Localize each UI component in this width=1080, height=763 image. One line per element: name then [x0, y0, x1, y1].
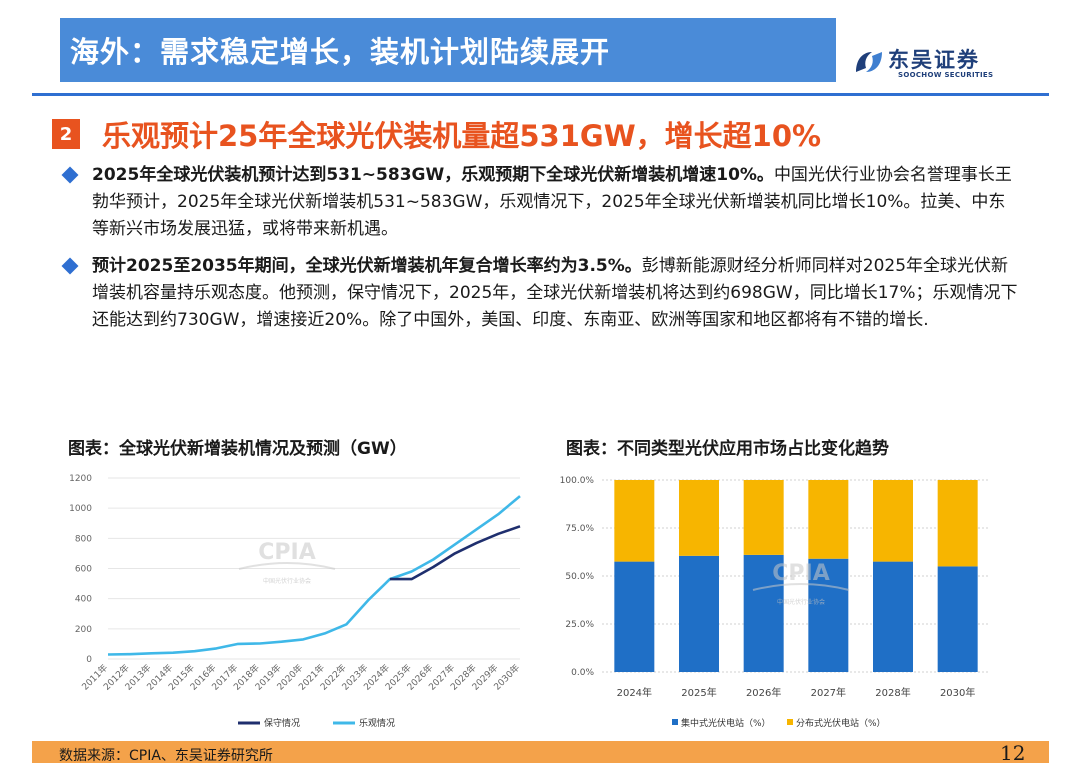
line-chart: 020040060080010001200CPIA中国光伏行业协会2011年20… [69, 474, 522, 729]
bar-segment [743, 480, 784, 555]
bullet-paragraph-2: 预计2025至2035年期间，全球光伏新增装机年复合增长率约为3.5%。彭博新能… [92, 253, 1022, 334]
watermark-swoosh-icon [752, 583, 850, 591]
bar-segment [614, 480, 655, 562]
page-title: 海外：需求稳定增长，装机计划陆续展开 [70, 35, 611, 69]
legend-label: 保守情况 [264, 717, 300, 729]
bar-segment [808, 480, 849, 559]
series-line [107, 495, 521, 656]
y-tick-label: 25.0% [565, 620, 594, 630]
x-tick-label: 2027年 [811, 686, 846, 699]
x-tick-label: 2030年 [940, 686, 975, 699]
title-bar: 海外：需求稳定增长，装机计划陆续展开 [60, 18, 836, 82]
company-logo: 东吴证券 SOOCHOW SECURITIES [852, 44, 1012, 84]
header-rule [32, 93, 1049, 96]
bar-segment [743, 554, 784, 672]
legend-swatch [787, 719, 793, 725]
y-tick-label: 100.0% [560, 476, 595, 486]
bar-segment [614, 561, 655, 672]
y-tick-label: 1200 [69, 474, 92, 484]
legend-swatch [672, 719, 678, 725]
legend-label: 分布式光伏电站（%） [796, 717, 886, 729]
y-tick-label: 50.0% [565, 572, 594, 582]
y-tick-label: 0.0% [571, 668, 594, 678]
y-tick-label: 400 [75, 595, 92, 605]
watermark-subtitle: 中国光伏行业协会 [777, 598, 825, 606]
bullet-paragraph-1: 2025年全球光伏装机预计达到531~583GW，乐观预期下全球光伏新增装机增速… [92, 162, 1022, 243]
section-number: 2 [52, 119, 80, 149]
watermark-logo: CPIA [772, 561, 829, 586]
bar-segment [679, 480, 719, 556]
x-tick-label: 2025年 [681, 686, 716, 699]
section-title: 乐观预计25年全球光伏装机量超531GW，增长超10% [102, 119, 822, 153]
y-tick-label: 800 [75, 534, 92, 544]
y-tick-label: 1000 [69, 504, 92, 514]
y-tick-label: 75.0% [565, 524, 594, 534]
bullet-1-text: 中国光伏行业协会名誉理事长王勃华预计，2025年全球光伏新增装机531~583G… [92, 165, 1012, 239]
series-line [389, 525, 521, 581]
x-tick-label: 2026年 [746, 686, 781, 699]
page-number: 12 [1000, 741, 1026, 763]
bullet-2-bold: 预计2025至2035年期间，全球光伏新增装机年复合增长率约为3.5%。 [92, 256, 642, 276]
y-tick-label: 200 [75, 625, 92, 635]
watermark-logo: CPIA [258, 540, 315, 565]
bullet-2-text: 彭博新能源财经分析师同样对2025年全球光伏新增装机容量持乐观态度。他预测，保守… [92, 256, 1018, 330]
x-tick-label: 2028年 [875, 686, 910, 699]
bar-segment [873, 561, 913, 672]
footer-bar [32, 741, 1049, 763]
bullet-diamond-icon [61, 166, 79, 184]
bar-segment [937, 566, 978, 672]
logo-mark-icon [856, 52, 882, 72]
stacked-bar-chart: 0.0% 25.0% 50.0% 75.0% 100.0% 2024年 2025年 2026年… [560, 476, 990, 729]
bullet-diamond-icon [61, 257, 79, 275]
data-source: 数据来源：CPIA、东吴证券研究所 [59, 748, 273, 763]
legend-label: 集中式光伏电站（%） [681, 717, 771, 729]
bar-segment [679, 555, 719, 672]
left-chart-title: 图表：全球光伏新增装机情况及预测（GW） [68, 439, 407, 459]
watermark-swoosh-icon [238, 562, 336, 570]
bar-segment [808, 558, 849, 672]
legend-label: 乐观情况 [359, 717, 395, 729]
watermark-subtitle: 中国光伏行业协会 [263, 577, 311, 585]
logo-subtitle: SOOCHOW SECURITIES [898, 71, 994, 79]
bar-segment [873, 480, 913, 562]
right-chart-title: 图表：不同类型光伏应用市场占比变化趋势 [566, 439, 889, 459]
logo-name: 东吴证券 [888, 48, 980, 72]
bar-segment [937, 480, 978, 567]
y-tick-label: 600 [75, 565, 92, 575]
bullet-1-bold: 2025年全球光伏装机预计达到531~583GW，乐观预期下全球光伏新增装机增速… [92, 165, 774, 185]
y-tick-label: 0 [86, 655, 92, 665]
x-tick-label: 2024年 [617, 686, 652, 699]
